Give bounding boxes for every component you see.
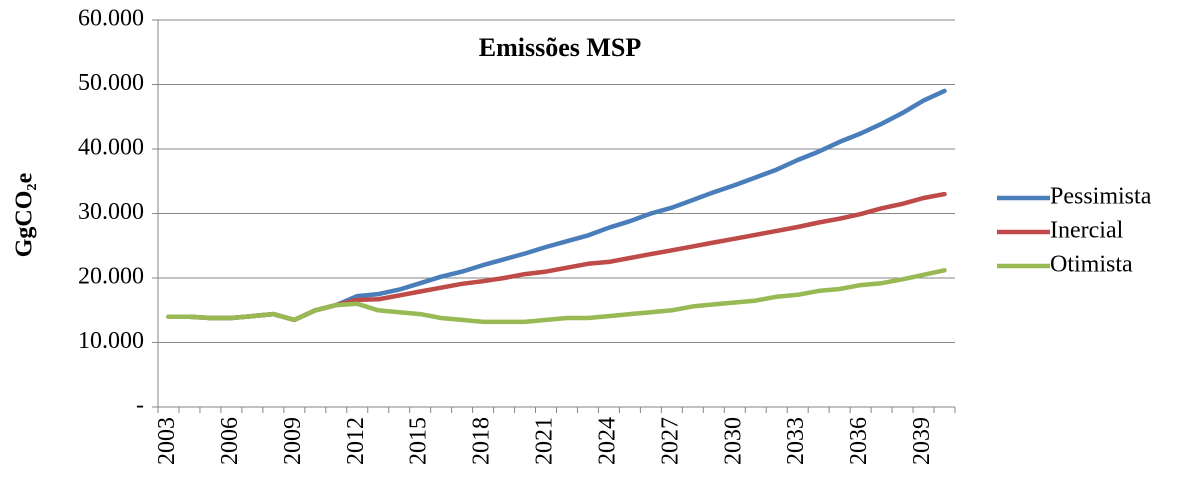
y-tick-label: - bbox=[136, 393, 144, 419]
y-tick-label: 10.000 bbox=[78, 328, 144, 354]
x-tick-label: 2009 bbox=[280, 417, 306, 465]
x-tick-label: 2036 bbox=[846, 417, 872, 465]
x-tick-label: 2039 bbox=[909, 417, 935, 465]
x-tick-label: 2015 bbox=[406, 417, 432, 465]
legend-label: Inercial bbox=[1050, 218, 1124, 244]
legend-label: Pessimista bbox=[1050, 184, 1152, 210]
y-tick-label: 60.000 bbox=[78, 6, 144, 32]
y-tick-label: 50.000 bbox=[78, 70, 144, 96]
y-tick-label: 20.000 bbox=[78, 264, 144, 290]
y-axis-label: GgCO₂e bbox=[12, 172, 38, 257]
series-line bbox=[166, 88, 947, 323]
x-tick-label: 2024 bbox=[594, 417, 620, 465]
x-tick-label: 2012 bbox=[343, 417, 369, 465]
x-tick-label: 2018 bbox=[469, 417, 495, 465]
y-tick-label: 30.000 bbox=[78, 199, 144, 225]
legend-label: Otimista bbox=[1050, 252, 1133, 278]
x-tick-label: 2027 bbox=[657, 417, 683, 465]
x-tick-label: 2021 bbox=[532, 417, 558, 465]
x-tick-label: 2003 bbox=[154, 417, 180, 465]
x-tick-label: 2006 bbox=[217, 417, 243, 465]
x-tick-label: 2033 bbox=[783, 417, 809, 465]
series-line bbox=[166, 268, 947, 325]
y-tick-label: 40.000 bbox=[78, 135, 144, 161]
x-tick-label: 2030 bbox=[720, 417, 746, 465]
series-line bbox=[166, 191, 947, 323]
chart-title: Emissões MSP bbox=[479, 33, 642, 62]
